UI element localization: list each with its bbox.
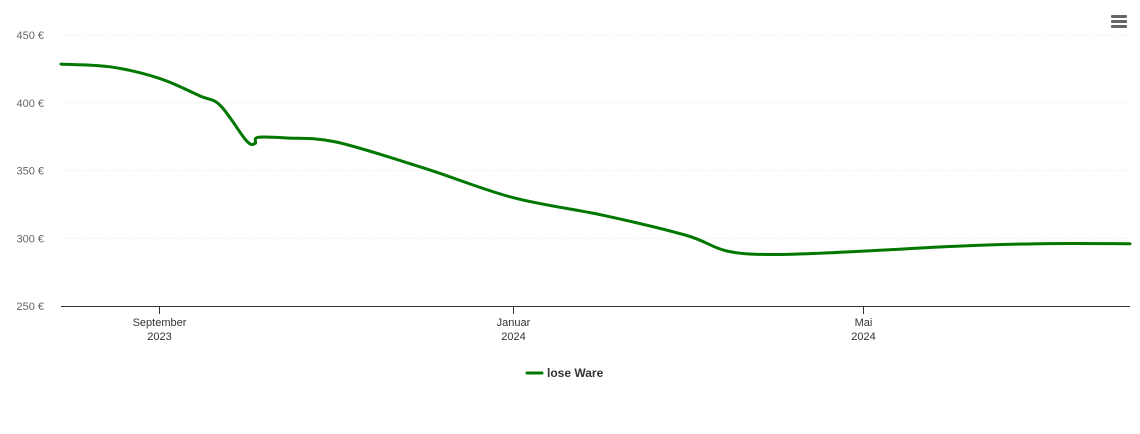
y-axis-labels: 250 € 300 € 350 € 400 € 450 €: [16, 30, 44, 313]
y-tick-label: 450 €: [16, 30, 44, 42]
series-layer: [59, 62, 1132, 256]
series-line-lose-ware[interactable]: [59, 62, 1132, 256]
x-tick-label: Mai 2024: [851, 317, 875, 343]
x-axis-labels: September 2023 Januar 2024 Mai 2024: [133, 306, 876, 343]
legend-label[interactable]: lose Ware: [547, 366, 604, 380]
y-tick-label: 350 €: [16, 166, 44, 178]
y-tick-label: 400 €: [16, 98, 44, 110]
x-tick-label: Januar 2024: [497, 317, 531, 343]
chart-menu-button[interactable]: [1108, 12, 1130, 32]
y-tick-label: 250 €: [16, 301, 44, 313]
grid-lines: [61, 34, 1130, 239]
legend[interactable]: lose Ware: [525, 366, 604, 380]
hamburger-menu-icon[interactable]: [1111, 15, 1127, 28]
y-tick-label: 300 €: [16, 233, 44, 245]
x-tick-label: September 2023: [133, 317, 187, 343]
